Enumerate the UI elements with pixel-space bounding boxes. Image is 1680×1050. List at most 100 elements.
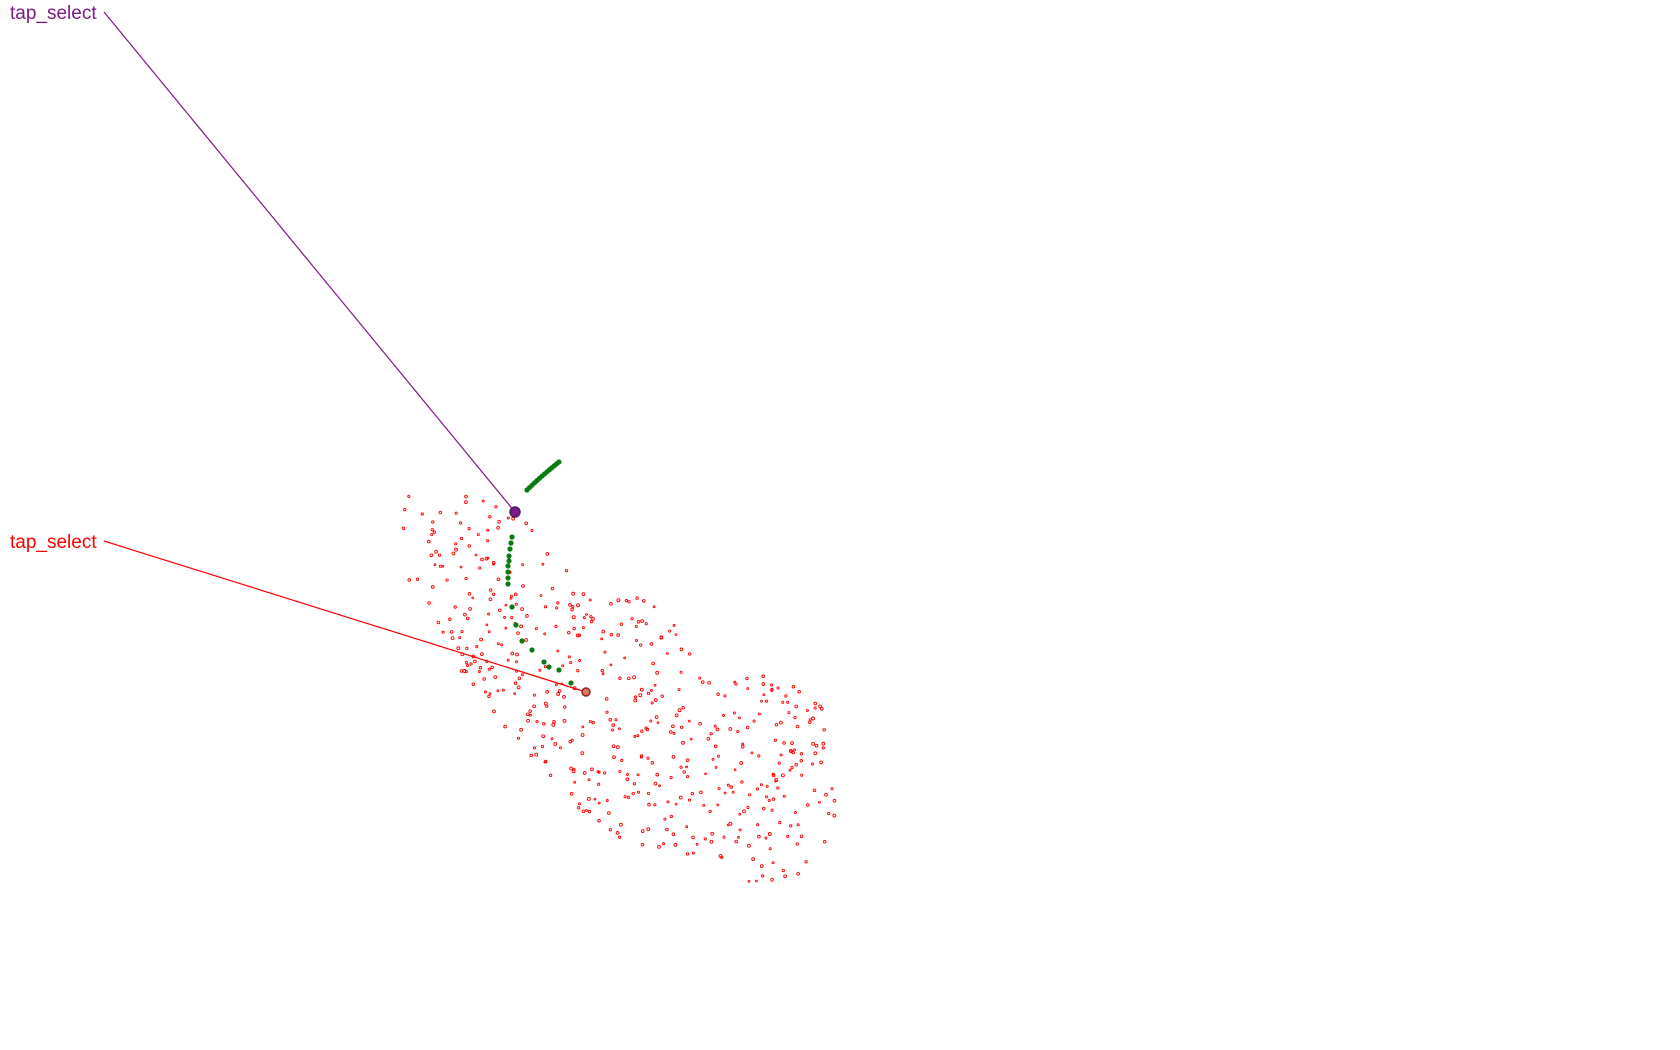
scatter-point xyxy=(687,652,692,656)
scatter-point xyxy=(745,676,749,681)
scatter-point xyxy=(619,822,623,827)
scatter-point xyxy=(451,551,456,556)
scatter-point xyxy=(713,724,717,728)
scatter-point xyxy=(538,668,542,672)
scatter-point xyxy=(745,725,750,730)
scatter-point xyxy=(550,586,555,591)
scatter-point xyxy=(605,799,609,802)
scatter-point xyxy=(615,831,620,835)
scatter-point xyxy=(786,700,790,704)
scatter-point xyxy=(636,619,641,624)
scatter-point xyxy=(650,688,653,692)
scatter-point xyxy=(770,688,774,692)
tap-2-target-marker[interactable] xyxy=(581,687,591,697)
scatter-point xyxy=(519,624,523,629)
scatter-point xyxy=(818,704,822,709)
scatter-point xyxy=(808,720,812,725)
trajectory-point xyxy=(529,647,535,653)
scatter-point xyxy=(514,602,518,606)
scatter-point xyxy=(769,683,773,687)
scatter-point xyxy=(799,759,803,763)
scatter-point xyxy=(465,664,470,668)
scatter-point xyxy=(738,812,742,816)
scatter-point xyxy=(819,760,823,765)
scatter-point xyxy=(441,630,445,634)
scatter-point xyxy=(467,527,471,531)
scatter-point xyxy=(486,528,490,532)
scatter-point xyxy=(635,596,639,600)
scatter-point xyxy=(665,827,669,832)
scatter-point xyxy=(633,735,637,738)
scatter-point xyxy=(491,592,496,596)
scatter-point xyxy=(515,652,519,657)
scatter-point xyxy=(747,843,751,848)
trajectory-point xyxy=(505,575,511,581)
scatter-point xyxy=(781,868,785,873)
scatter-point xyxy=(545,689,550,694)
scatter-point xyxy=(811,716,815,721)
scatter-point xyxy=(464,576,468,581)
scatter-point xyxy=(581,725,585,729)
scatter-point xyxy=(783,874,787,879)
scatter-point xyxy=(471,682,476,686)
scatter-point xyxy=(774,722,779,727)
scatter-point xyxy=(630,617,634,621)
scatter-point xyxy=(776,786,780,790)
scatter-point xyxy=(576,669,580,673)
scatter-point xyxy=(602,771,607,775)
scatter-point xyxy=(732,711,736,715)
scatter-point xyxy=(631,791,635,796)
scatter-point xyxy=(671,724,675,729)
scatter-point xyxy=(557,689,562,693)
scatter-point xyxy=(699,790,703,795)
scatter-point xyxy=(685,825,689,829)
scatter-point xyxy=(407,578,411,582)
scatter-point xyxy=(582,616,586,620)
scatter-point xyxy=(715,727,720,732)
scatter-point xyxy=(474,553,478,557)
scatter-point xyxy=(804,860,808,864)
scatter-point xyxy=(780,773,785,778)
scatter-point xyxy=(764,836,768,840)
scatter-point xyxy=(432,530,437,534)
scatter-point xyxy=(765,784,769,788)
scatter-point xyxy=(691,835,695,840)
scatter-point xyxy=(543,605,548,609)
scatter-point xyxy=(504,626,508,630)
scatter-point xyxy=(427,601,431,605)
scatter-point xyxy=(464,500,468,504)
scatter-point xyxy=(589,619,594,624)
scatter-point xyxy=(601,672,605,676)
scatter-point xyxy=(532,704,536,709)
scatter-point xyxy=(795,842,799,846)
scatter-point xyxy=(617,835,622,839)
scatter-point xyxy=(480,557,484,562)
scatter-point xyxy=(552,719,556,724)
scatter-point xyxy=(492,709,496,714)
scatter-point xyxy=(636,734,640,738)
tap-1-target-marker[interactable] xyxy=(509,506,521,518)
scatter-point xyxy=(757,712,761,716)
scatter-point xyxy=(649,719,653,723)
scatter-point xyxy=(539,594,543,597)
scatter-point xyxy=(503,615,507,619)
trajectory-point xyxy=(505,563,511,569)
scatter-point xyxy=(604,697,609,701)
scatter-point xyxy=(526,712,530,716)
scatter-point xyxy=(438,510,443,515)
scatter-point xyxy=(740,780,744,784)
scatter-point xyxy=(458,521,463,525)
scatter-point xyxy=(591,617,595,621)
scatter-point xyxy=(608,717,613,722)
scatter-point xyxy=(479,637,484,642)
scatter-point xyxy=(567,630,571,635)
scatter-point xyxy=(623,656,627,660)
scatter-point xyxy=(734,839,739,844)
scatter-point xyxy=(459,669,464,673)
scatter-point xyxy=(720,855,724,860)
scatter-point xyxy=(585,613,588,616)
scatter-point xyxy=(609,602,613,606)
scatter-point xyxy=(644,726,648,730)
scatter-point xyxy=(770,877,774,882)
scatter-point xyxy=(733,768,737,772)
